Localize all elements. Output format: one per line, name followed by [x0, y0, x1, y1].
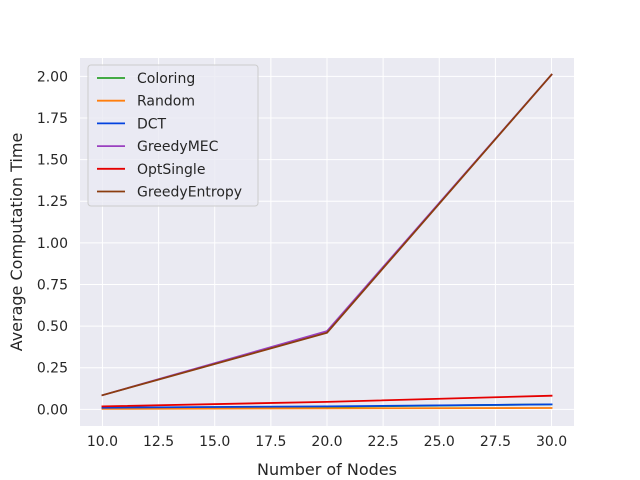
y-tick-label: 0.25	[37, 361, 68, 377]
y-tick-label: 2.00	[37, 69, 68, 85]
series-line-random	[101, 407, 553, 410]
legend-label-random: Random	[137, 94, 195, 110]
legend-label-dct: DCT	[137, 116, 167, 132]
series-lines	[101, 73, 553, 410]
x-tick-label: 27.5	[480, 434, 511, 450]
y-tick-label: 1.75	[37, 111, 68, 127]
y-axis-label: Average Computation Time	[7, 133, 26, 352]
legend-label-coloring: Coloring	[137, 71, 195, 87]
x-tick-label: 15.0	[199, 434, 230, 450]
legend-label-greedyentropy: GreedyEntropy	[137, 185, 242, 201]
legend: Coloring Random DCT GreedyMEC OptSingle Greed…	[87, 64, 259, 207]
y-tick-labels: 0.00 0.25 0.50 0.75 1.00 1.25 1.50 1.75 2.00	[37, 69, 68, 418]
legend-box	[87, 64, 259, 207]
x-axis-label: Number of Nodes	[257, 460, 397, 479]
y-tick-label: 1.00	[37, 236, 68, 252]
y-tick-label: 1.25	[37, 194, 68, 210]
y-tick-label: 0.75	[37, 277, 68, 293]
x-tick-label: 10.0	[87, 434, 118, 450]
x-tick-label: 30.0	[536, 434, 567, 450]
x-tick-label: 22.5	[368, 434, 399, 450]
y-tick-label: 0.50	[37, 319, 68, 335]
x-tick-label: 12.5	[143, 434, 174, 450]
series-line-optsingle	[101, 394, 553, 408]
y-tick-label: 1.50	[37, 153, 68, 169]
legend-label-optsingle: OptSingle	[137, 162, 205, 178]
series-line-dct	[101, 403, 553, 409]
x-tick-label: 25.0	[424, 434, 455, 450]
legend-label-greedymec: GreedyMEC	[137, 139, 219, 155]
x-tick-labels: 10.0 12.5 15.0 17.5 20.0 22.5 25.0 27.5 30.0	[87, 434, 567, 450]
y-tick-label: 0.00	[37, 402, 68, 418]
x-tick-label: 17.5	[255, 434, 286, 450]
series-line-greedyentropy	[101, 73, 553, 397]
x-tick-label: 20.0	[311, 434, 342, 450]
